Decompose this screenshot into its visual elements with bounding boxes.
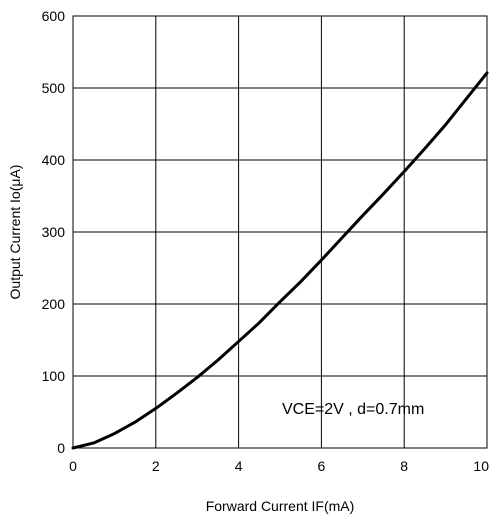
x-tick-label: 10: [473, 458, 489, 474]
x-tick-label: 6: [318, 458, 326, 474]
y-tick-label: 400: [42, 152, 66, 168]
condition-annotation: VCE=2V , d=0.7mm: [282, 401, 424, 418]
y-tick-label: 300: [42, 224, 66, 240]
y-tick-label: 200: [42, 296, 66, 312]
y-axis-tick-labels: 0 100 200 300 400 500 600: [42, 8, 66, 456]
x-tick-label: 8: [400, 458, 408, 474]
x-axis-title: Forward Current IF(mA): [206, 498, 355, 514]
y-tick-label: 100: [42, 368, 66, 384]
grid-lines: [72, 15, 488, 449]
y-tick-label: 0: [57, 440, 65, 456]
plot-frame: [72, 15, 488, 449]
series-line-output-current: [71, 71, 489, 450]
y-tick-label: 600: [42, 8, 66, 24]
x-tick-label: 0: [69, 458, 77, 474]
x-axis-tick-labels: 0 2 4 6 8 10: [69, 458, 489, 474]
x-tick-label: 4: [235, 458, 243, 474]
y-tick-label: 500: [42, 80, 66, 96]
x-tick-label: 2: [152, 458, 160, 474]
y-axis-title: Output Current Io(μA): [7, 165, 23, 300]
